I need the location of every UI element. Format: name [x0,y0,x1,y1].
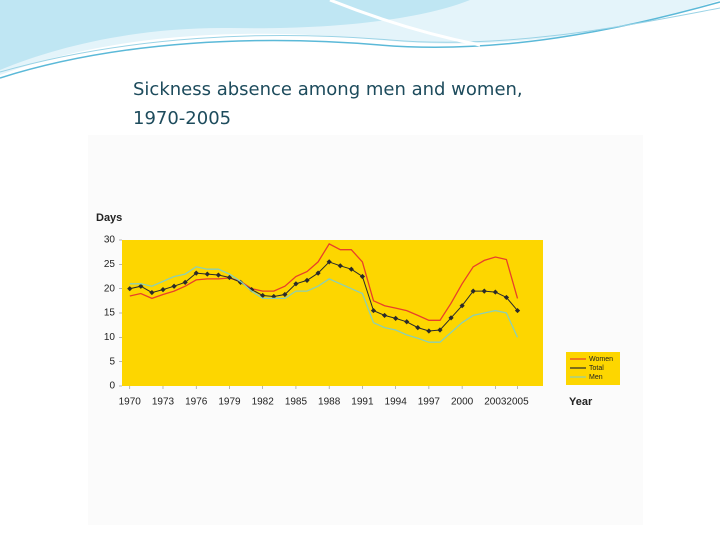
legend-label: Women [589,356,613,363]
data-point [415,325,421,331]
x-tick-label: 1973 [152,397,175,408]
wave-highlight [329,0,481,47]
x-tick-label: 1970 [119,397,142,408]
wave-line [0,1,720,79]
wave-line [0,7,720,73]
data-point [149,289,155,296]
y-axis-title: Days [96,212,122,224]
x-tick-label: 1979 [218,397,241,408]
data-point [282,291,288,298]
data-point [404,319,410,325]
data-point [160,287,166,293]
data-point [381,312,388,319]
y-tick-label: 30 [104,235,116,246]
y-tick-label: 5 [109,356,115,367]
data-point [337,263,343,269]
data-point [503,294,510,301]
y-tick-label: 15 [104,308,116,319]
data-point [370,307,377,314]
wave-fill [0,0,470,70]
data-point [249,287,255,293]
x-tick-label: 2003 [484,397,507,408]
data-point [226,274,233,281]
data-point [426,328,432,334]
data-point [204,271,210,277]
data-point [481,288,487,294]
data-point [127,286,133,292]
data-point [470,288,476,294]
x-tick-label: 1985 [285,397,308,408]
legend-label: Men [589,374,603,381]
x-tick-label: 2005 [506,397,529,408]
data-point [348,266,354,272]
data-point [492,289,498,295]
data-point [215,272,221,278]
data-point [138,283,144,289]
data-point [459,303,465,309]
data-point [514,307,521,314]
data-point [271,293,277,300]
data-point [237,279,244,285]
data-point [293,281,299,287]
x-tick-label: 1991 [351,397,374,408]
x-tick-label: 1997 [418,397,441,408]
data-point [359,273,366,280]
y-tick-label: 0 [109,381,115,392]
legend-label: Total [589,365,604,372]
data-point [393,315,399,321]
data-point [437,327,443,333]
x-tick-label: 1982 [252,397,275,408]
data-point [171,283,177,289]
data-point [193,270,199,276]
x-tick-label: 1976 [185,397,208,408]
series-line [129,261,518,332]
slide-title: Sickness absence among men and women, 19… [133,79,523,129]
series-line [129,243,519,321]
data-point [315,270,321,276]
plot-area [122,240,543,386]
y-tick-label: 25 [104,259,116,270]
y-tick-label: 20 [104,283,116,294]
data-point [448,315,454,321]
data-point [304,277,310,283]
x-tick-label: 1994 [385,397,408,408]
y-tick-label: 10 [104,332,116,343]
x-tick-label: 1988 [318,397,341,408]
data-point [182,279,188,285]
x-tick-label: 2000 [451,397,474,408]
x-axis-title: Year [569,396,593,408]
series-line [129,266,519,343]
data-point [326,259,332,265]
